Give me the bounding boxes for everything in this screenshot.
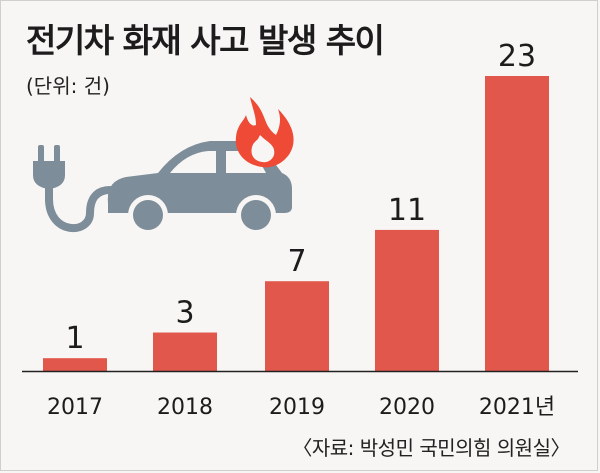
category-label-2017: 2017: [47, 395, 103, 420]
unit-label: (단위: 건): [26, 74, 110, 98]
chart-title: 전기차 화재 사고 발생 추이: [26, 21, 385, 60]
category-label-2020: 2020: [379, 395, 435, 420]
category-label-2019: 2019: [269, 395, 325, 420]
bar-2019: [265, 281, 329, 371]
bar-2018: [153, 332, 217, 371]
category-label-2018: 2018: [157, 395, 213, 420]
value-label-2018: 3: [175, 296, 194, 331]
source-note: 〈자료: 박성민 국민의힘 의원실〉: [292, 436, 570, 460]
value-label-2020: 11: [388, 193, 426, 228]
electric-car-icon: [33, 97, 294, 235]
value-label-2021년: 23: [498, 39, 536, 74]
bar-2020: [375, 229, 439, 371]
bar-2017: [43, 358, 107, 371]
plug-icon: [33, 145, 114, 232]
flame-icon: [235, 97, 294, 168]
value-label-2017: 1: [65, 321, 84, 356]
bar-2021년: [485, 76, 549, 371]
value-label-2019: 7: [287, 244, 306, 279]
category-label-2021년: 2021년: [479, 395, 555, 420]
